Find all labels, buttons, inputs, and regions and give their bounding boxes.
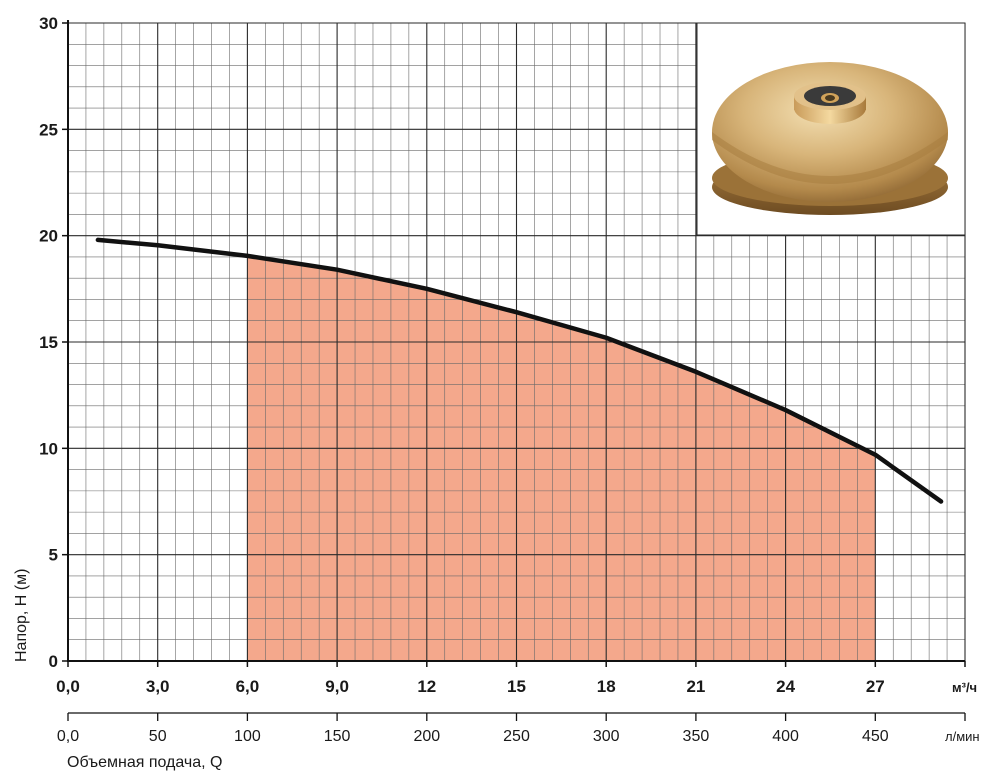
x-tick-label-lmin: 50 bbox=[149, 728, 167, 745]
operating-range-fill bbox=[247, 256, 875, 661]
x-unit-secondary-label: л/мин bbox=[945, 729, 980, 744]
y-tick-label: 10 bbox=[39, 439, 58, 458]
x-tick-label-lmin: 250 bbox=[503, 728, 530, 745]
x-tick-label-lmin: 200 bbox=[413, 728, 440, 745]
x-unit-primary-label: м³/ч bbox=[952, 680, 977, 695]
x-tick-label-m3h: 27 bbox=[866, 677, 885, 696]
y-tick-label: 30 bbox=[39, 14, 58, 33]
x-tick-label-lmin: 100 bbox=[234, 728, 261, 745]
x-tick-label-lmin: 150 bbox=[324, 728, 351, 745]
y-tick-label: 15 bbox=[39, 333, 58, 352]
impeller-photo-inset bbox=[697, 23, 965, 235]
x-tick-label-lmin: 450 bbox=[862, 728, 889, 745]
y-tick-label: 0 bbox=[49, 652, 58, 671]
x-tick-label-m3h: 3,0 bbox=[146, 677, 170, 696]
x-tick-label-m3h: 6,0 bbox=[236, 677, 260, 696]
x-tick-label-lmin: 300 bbox=[593, 728, 620, 745]
x-tick-label-lmin: 0,0 bbox=[57, 728, 79, 745]
x-tick-label-lmin: 350 bbox=[683, 728, 710, 745]
y-tick-label: 25 bbox=[39, 120, 58, 139]
y-tick-label: 5 bbox=[49, 546, 58, 565]
x-tick-label-m3h: 18 bbox=[597, 677, 616, 696]
x-tick-label-lmin: 400 bbox=[772, 728, 799, 745]
x-tick-label-m3h: 9,0 bbox=[325, 677, 349, 696]
x-axis-title: Объемная подача, Q bbox=[67, 754, 222, 771]
y-tick-label: 20 bbox=[39, 227, 58, 246]
x-tick-label-m3h: 21 bbox=[686, 677, 705, 696]
x-tick-label-m3h: 15 bbox=[507, 677, 526, 696]
x-tick-label-m3h: 24 bbox=[776, 677, 795, 696]
x-tick-label-m3h: 12 bbox=[417, 677, 436, 696]
y-axis-title: Напор, Н (м) bbox=[13, 569, 30, 662]
impeller-icon bbox=[712, 62, 948, 215]
operating-range-layer bbox=[247, 256, 875, 661]
x-tick-label-m3h: 0,0 bbox=[56, 677, 80, 696]
